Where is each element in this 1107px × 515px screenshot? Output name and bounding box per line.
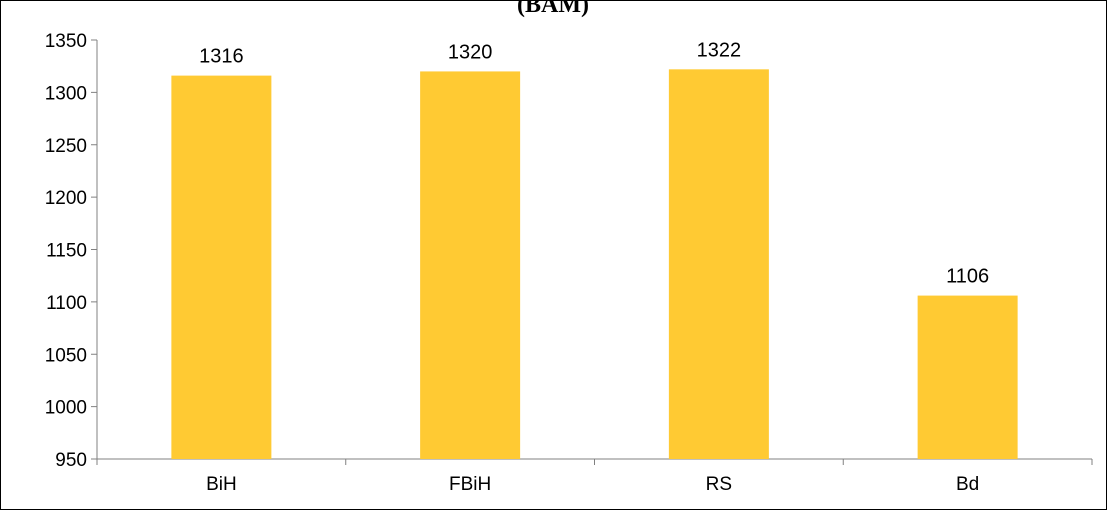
bars — [171, 69, 1018, 460]
y-tick-label: 1050 — [45, 345, 87, 366]
y-tick-label: 1300 — [45, 83, 87, 104]
bar-bih — [171, 75, 272, 460]
data-label: 1106 — [946, 266, 989, 288]
y-tick-label: 1200 — [45, 188, 87, 209]
data-labels: 1316 1320 1322 1106 — [199, 39, 989, 287]
x-category-label: FBiH — [449, 474, 491, 495]
data-label: 1320 — [448, 41, 493, 63]
y-tick-label: 1250 — [45, 136, 87, 157]
bar-rs — [668, 69, 769, 459]
y-tick-label: 1350 — [45, 31, 87, 52]
bar-fbih — [420, 71, 521, 460]
x-category-label: RS — [706, 474, 732, 495]
x-category-label: Bd — [956, 474, 979, 495]
y-tick-label: 1000 — [45, 398, 87, 419]
y-tick-label: 950 — [55, 450, 87, 471]
bar-bd — [917, 295, 1018, 459]
chart-title: (BAM) — [517, 0, 589, 18]
x-category-label: BiH — [206, 474, 237, 495]
y-axis: 950 1000 1050 1100 1150 1200 1250 1300 1350 — [45, 31, 98, 471]
data-label: 1322 — [697, 39, 742, 61]
y-tick-label: 1150 — [46, 241, 87, 262]
y-tick-label: 1100 — [46, 293, 87, 314]
data-label: 1316 — [199, 46, 244, 68]
